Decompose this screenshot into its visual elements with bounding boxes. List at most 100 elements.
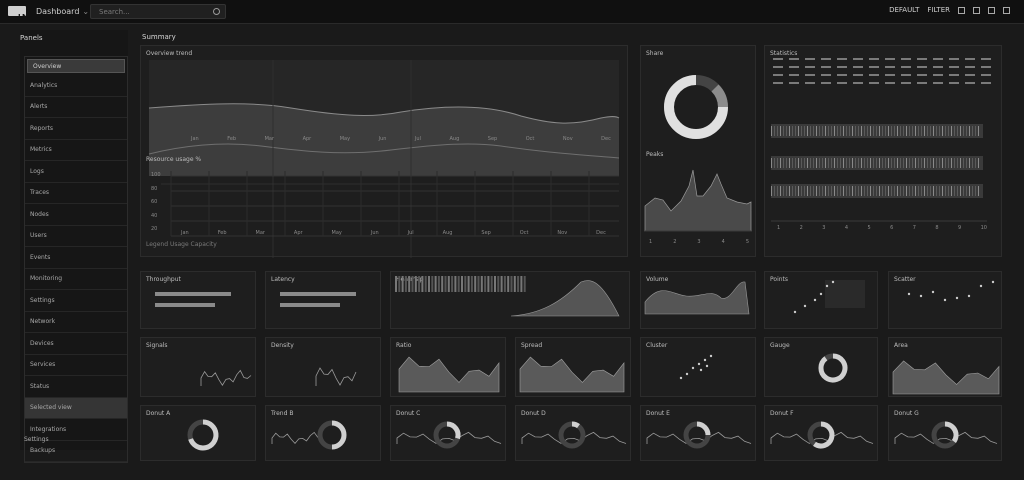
scatter-point <box>703 358 707 362</box>
stat-bar <box>807 158 808 168</box>
sidebar-item[interactable]: Backups <box>25 441 127 462</box>
density-panel-chart <box>315 367 357 386</box>
heat-cell <box>411 276 414 292</box>
tick-label: Jan <box>181 230 189 236</box>
sidebar-item[interactable]: Events <box>25 247 127 269</box>
sidebar-item[interactable]: Logs <box>25 161 127 183</box>
sidebar-item[interactable]: Selected view <box>25 397 127 419</box>
scatter-point <box>991 280 995 284</box>
stat-bar <box>897 186 898 196</box>
sidebar-item[interactable]: Alerts <box>25 97 127 118</box>
sidebar-item[interactable]: Services <box>25 355 127 376</box>
top-actions: DEFAULT FILTER <box>889 6 1010 14</box>
progress-bar <box>280 292 356 296</box>
sidebar-item[interactable]: Nodes <box>25 204 127 226</box>
stat-bar <box>942 186 943 196</box>
tick-label: 8 <box>935 225 939 231</box>
sidebar-item[interactable]: Devices <box>25 333 127 355</box>
scatter-panel-title: Scatter <box>894 276 916 283</box>
sidebar-item[interactable]: Status <box>25 376 127 398</box>
stat-cell <box>901 74 911 76</box>
sidebar-item[interactable]: Reports <box>25 118 127 140</box>
area-top-line <box>148 103 620 124</box>
ratio-panel-chart <box>398 356 500 393</box>
tick-label: Apr <box>302 136 312 142</box>
expand-icon[interactable] <box>1003 6 1010 14</box>
stat-bar <box>828 126 829 136</box>
layout-icon[interactable] <box>973 6 980 14</box>
scatter-point <box>979 284 983 288</box>
stat-bar <box>900 158 901 168</box>
filter-button[interactable]: FILTER <box>927 6 950 14</box>
stat-bar <box>774 158 775 168</box>
tick-label: Jul <box>414 136 421 142</box>
latency-panel: Latency <box>265 271 381 329</box>
stat-bar <box>855 186 856 196</box>
stat-cell <box>821 82 831 84</box>
stat-cell <box>933 58 943 60</box>
heat-cell <box>437 276 440 292</box>
sidebar-item[interactable]: Users <box>25 226 127 247</box>
stat-cell <box>965 82 975 84</box>
sidebar-item[interactable]: Overview <box>27 59 125 73</box>
sidebar-item[interactable]: Monitoring <box>25 269 127 290</box>
sidebar-item[interactable]: Network <box>25 312 127 333</box>
density-panel: Density <box>265 337 381 397</box>
stat-cell <box>901 58 911 60</box>
statistics-x-axis: 1 2 3 4 5 6 7 8 9 10 <box>777 225 987 231</box>
ratio-panel-title: Ratio <box>396 342 412 349</box>
stat-bar <box>879 158 880 168</box>
donut-e-panel: Donut E <box>640 405 756 461</box>
stat-bar <box>948 186 949 196</box>
tick-label: Aug <box>442 230 453 236</box>
search-icon[interactable] <box>213 8 220 15</box>
app-title[interactable]: Dashboard ⌄ <box>36 7 89 16</box>
app-logo[interactable]: LN <box>8 6 28 21</box>
grid-icon[interactable] <box>958 6 965 14</box>
stat-bar <box>963 126 964 136</box>
scatter-point <box>705 364 709 368</box>
stat-bar <box>864 158 865 168</box>
donut-d-panel: Donut D <box>515 405 631 461</box>
line-series <box>646 431 752 444</box>
stat-bar <box>975 158 976 168</box>
donut-c-panel-title: Donut C <box>396 410 421 417</box>
chevron-down-icon: ⌄ <box>82 7 90 16</box>
search-input[interactable]: Search... <box>90 4 226 19</box>
stat-bar <box>795 186 796 196</box>
tick-label: Oct <box>525 136 535 142</box>
stat-bar <box>954 158 955 168</box>
stat-cell <box>917 58 927 60</box>
scatter-point <box>907 292 911 296</box>
trend-b-panel-title: Trend B <box>271 410 294 417</box>
stat-cell <box>917 66 927 68</box>
sidebar-item[interactable]: Metrics <box>25 140 127 161</box>
settings-icon[interactable] <box>988 6 995 14</box>
statistics-chart <box>771 58 991 222</box>
stat-bar <box>831 158 832 168</box>
stat-cell <box>853 74 863 76</box>
stat-bar <box>870 158 871 168</box>
sidebar-footer[interactable]: Settings <box>24 436 49 443</box>
sidebar-item[interactable]: Integrations <box>25 419 127 441</box>
stat-bar <box>906 126 907 136</box>
sidebar-item[interactable]: Traces <box>25 183 127 204</box>
default-button[interactable]: DEFAULT <box>889 6 920 14</box>
stat-bar <box>930 126 931 136</box>
tick-label: 6 <box>890 225 894 231</box>
tick-label: 4 <box>844 225 849 231</box>
donut-value <box>446 421 461 440</box>
scatter-point <box>803 304 807 308</box>
sidebar-item[interactable]: Analytics <box>25 75 127 97</box>
stat-bar <box>978 126 979 136</box>
stat-cell <box>853 82 863 84</box>
heat-cell <box>500 276 503 292</box>
tick-label: 7 <box>912 225 916 231</box>
sidebar-item[interactable]: Settings <box>25 290 127 312</box>
heat-cell <box>428 276 430 292</box>
stat-bar <box>777 158 778 168</box>
donut-f-panel-title: Donut F <box>770 410 794 417</box>
stat-bar <box>843 186 844 196</box>
stat-cell <box>853 58 863 60</box>
sidebar-title: Panels <box>20 34 43 42</box>
